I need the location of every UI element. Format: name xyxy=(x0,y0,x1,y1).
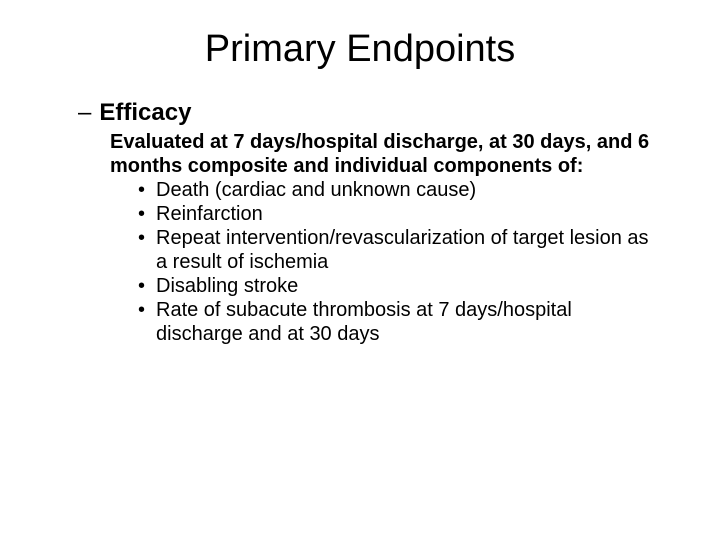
bullet-icon: • xyxy=(138,298,156,322)
bullet-text: Disabling stroke xyxy=(156,274,650,298)
bullet-icon: • xyxy=(138,274,156,298)
bullet-text: Rate of subacute thrombosis at 7 days/ho… xyxy=(156,298,650,346)
section-heading: – Efficacy xyxy=(78,99,660,128)
section-label: Efficacy xyxy=(99,99,191,128)
list-item: • Reinfarction xyxy=(138,202,650,226)
slide: Primary Endpoints – Efficacy Evaluated a… xyxy=(0,0,720,540)
section-intro: Evaluated at 7 days/hospital discharge, … xyxy=(110,130,650,178)
dash-marker: – xyxy=(78,99,91,128)
bullet-text: Death (cardiac and unknown cause) xyxy=(156,178,650,202)
bullet-list: • Death (cardiac and unknown cause) • Re… xyxy=(138,178,650,346)
bullet-icon: • xyxy=(138,178,156,202)
bullet-text: Repeat intervention/revascularization of… xyxy=(156,226,650,274)
list-item: • Disabling stroke xyxy=(138,274,650,298)
bullet-text: Reinfarction xyxy=(156,202,650,226)
list-item: • Rate of subacute thrombosis at 7 days/… xyxy=(138,298,650,346)
bullet-icon: • xyxy=(138,202,156,226)
slide-title: Primary Endpoints xyxy=(60,28,660,71)
bullet-icon: • xyxy=(138,226,156,250)
list-item: • Death (cardiac and unknown cause) xyxy=(138,178,650,202)
list-item: • Repeat intervention/revascularization … xyxy=(138,226,650,274)
